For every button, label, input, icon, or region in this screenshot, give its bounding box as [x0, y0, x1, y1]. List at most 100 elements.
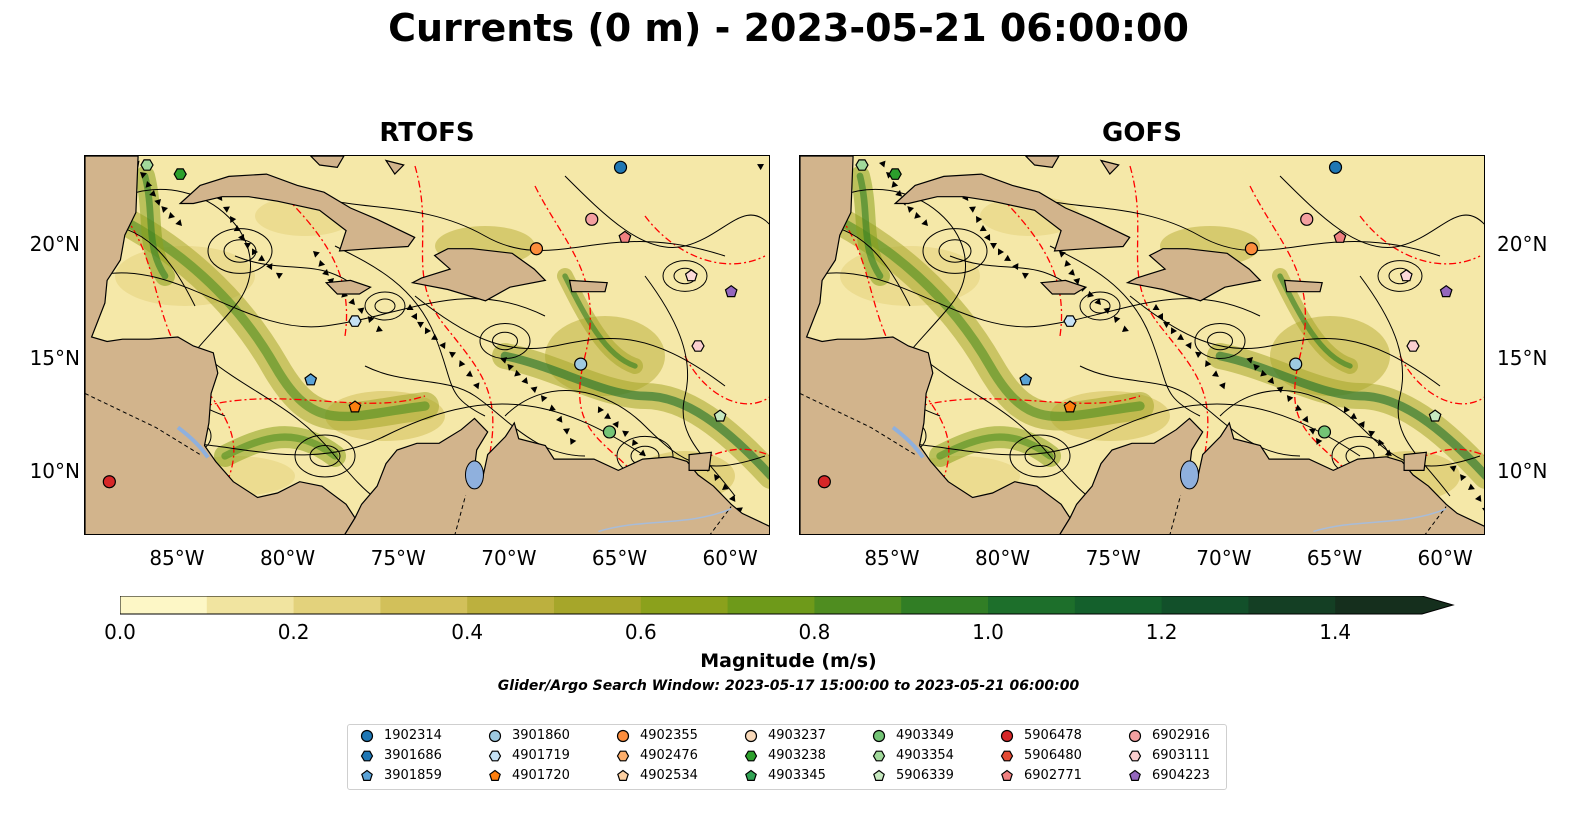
streamline-arrow: [1004, 254, 1011, 261]
streamline-arrow: [530, 386, 538, 393]
float-marker-6902771: [1333, 230, 1347, 243]
float-marker-1902314: [1328, 160, 1343, 174]
streamline-arrow: [622, 430, 630, 437]
legend-label: 4902476: [640, 748, 698, 763]
legend-marker: [489, 769, 501, 781]
streamline-arrow: [258, 254, 265, 261]
legend-marker-shape: [616, 729, 630, 742]
legend-label: 4901719: [512, 748, 570, 763]
country-border: [800, 393, 1447, 534]
streamline-arrow: [549, 404, 556, 411]
figure-title: Currents (0 m) - 2023-05-21 06:00:00: [388, 6, 1189, 50]
panel-title-rtofs: RTOFS: [379, 118, 475, 148]
legend-label: 6902771: [1024, 768, 1082, 783]
float-marker-4902355: [1244, 242, 1259, 256]
map-gofs[interactable]: [799, 155, 1485, 535]
streamline-arrow: [322, 269, 329, 276]
streamline-arrow: [984, 233, 991, 241]
strong-current-core: [825, 211, 1145, 422]
land: [178, 173, 416, 252]
map-gofs-canvas: [800, 156, 1484, 534]
float-marker-6902916: [585, 212, 599, 226]
lake-maracaibo: [464, 460, 484, 490]
legend-marker-shape: [744, 729, 758, 742]
legend-marker-shape: [872, 750, 886, 761]
legend-marker-shape: [872, 729, 886, 742]
legend-marker-shape: [1128, 750, 1142, 761]
streamline-arrow: [266, 263, 273, 270]
streamline-arrow: [514, 369, 521, 377]
float-marker-3901859: [1019, 373, 1033, 386]
legend-marker: [1001, 769, 1013, 781]
float-marker-1902314: [613, 160, 628, 174]
streamline-arrow: [1267, 377, 1274, 384]
streamline-arrow: [976, 216, 983, 223]
streamline-arrow: [1358, 421, 1365, 428]
legend-item-4901720: 4901720: [488, 768, 570, 783]
eddy-streamline: [374, 298, 396, 314]
streamline-arrow: [1122, 325, 1129, 332]
streamline-arrow: [449, 351, 457, 358]
streamline: [564, 175, 769, 248]
legend-label: 4901720: [512, 768, 570, 783]
streamline-arrow: [969, 206, 976, 213]
legend-label: 6903111: [1152, 748, 1210, 763]
land: [384, 159, 405, 176]
eddy-streamline: [1377, 260, 1423, 292]
sea-surface-contour: [1249, 185, 1361, 487]
streamline-arrow: [1059, 251, 1066, 258]
sea-surface-contour: [919, 395, 1141, 407]
x-tick-label: 65°W: [1306, 546, 1363, 570]
legend-label: 4903237: [768, 728, 826, 743]
legend-marker: [488, 729, 502, 742]
streamline: [414, 295, 726, 387]
map-rtofs[interactable]: [84, 155, 770, 535]
streamline-arrow: [1468, 483, 1475, 490]
sea-surface-contour: [204, 395, 426, 407]
legend-marker: [616, 729, 630, 742]
streamline-arrow: [1021, 272, 1029, 279]
streamline-arrow: [1302, 415, 1309, 423]
streamline-arrow: [1152, 303, 1160, 311]
float-marker-5906339: [1428, 409, 1442, 422]
legend-item-4902476: 4902476: [616, 748, 698, 763]
x-tick-label: 75°W: [1085, 546, 1141, 570]
land: [1125, 248, 1262, 302]
legend-marker-shape: [873, 769, 885, 781]
legend-item-3901686: 3901686: [360, 748, 442, 763]
streamline-arrow: [357, 307, 365, 314]
legend-marker-shape: [488, 750, 502, 761]
streamline-arrow: [757, 164, 764, 171]
legend-item-4903345: 4903345: [744, 768, 826, 783]
y-tick-label-left: 20°N: [29, 232, 80, 257]
streamline: [94, 272, 546, 328]
float-marker-extra: [684, 269, 698, 282]
legend-item-1902314: 1902314: [360, 728, 442, 743]
streamline-arrow: [1350, 412, 1357, 419]
streamline-arrow: [1156, 313, 1164, 320]
colorbar-segment: [640, 596, 729, 614]
streamline-arrow: [1253, 363, 1260, 371]
float-marker-5906478: [102, 475, 116, 489]
streamline: [504, 390, 766, 467]
legend-label: 6902916: [1152, 728, 1210, 743]
streamline-arrow: [500, 357, 507, 364]
streamline-arrow: [597, 406, 604, 414]
streamline: [1129, 295, 1441, 387]
legend-item-4903354: 4903354: [872, 748, 954, 763]
strong-current-core: [856, 172, 884, 280]
streamline-arrow: [1185, 342, 1192, 349]
eddy-streamline: [364, 291, 406, 321]
streamline-arrow: [275, 272, 283, 279]
streamline-arrow: [1295, 404, 1302, 411]
legend-marker-shape: [1129, 769, 1141, 781]
legend-label: 4903349: [896, 728, 954, 743]
float-marker-3901860: [574, 357, 588, 371]
colorbar-outline: [120, 596, 1455, 615]
colorbar-tick-label: 0.8: [798, 620, 831, 644]
land: [800, 156, 1071, 534]
streamline-arrow: [556, 415, 563, 423]
legend-marker-shape: [617, 769, 629, 781]
legend-item-6904223: 6904223: [1128, 768, 1210, 783]
colorbar-segment: [554, 596, 642, 614]
